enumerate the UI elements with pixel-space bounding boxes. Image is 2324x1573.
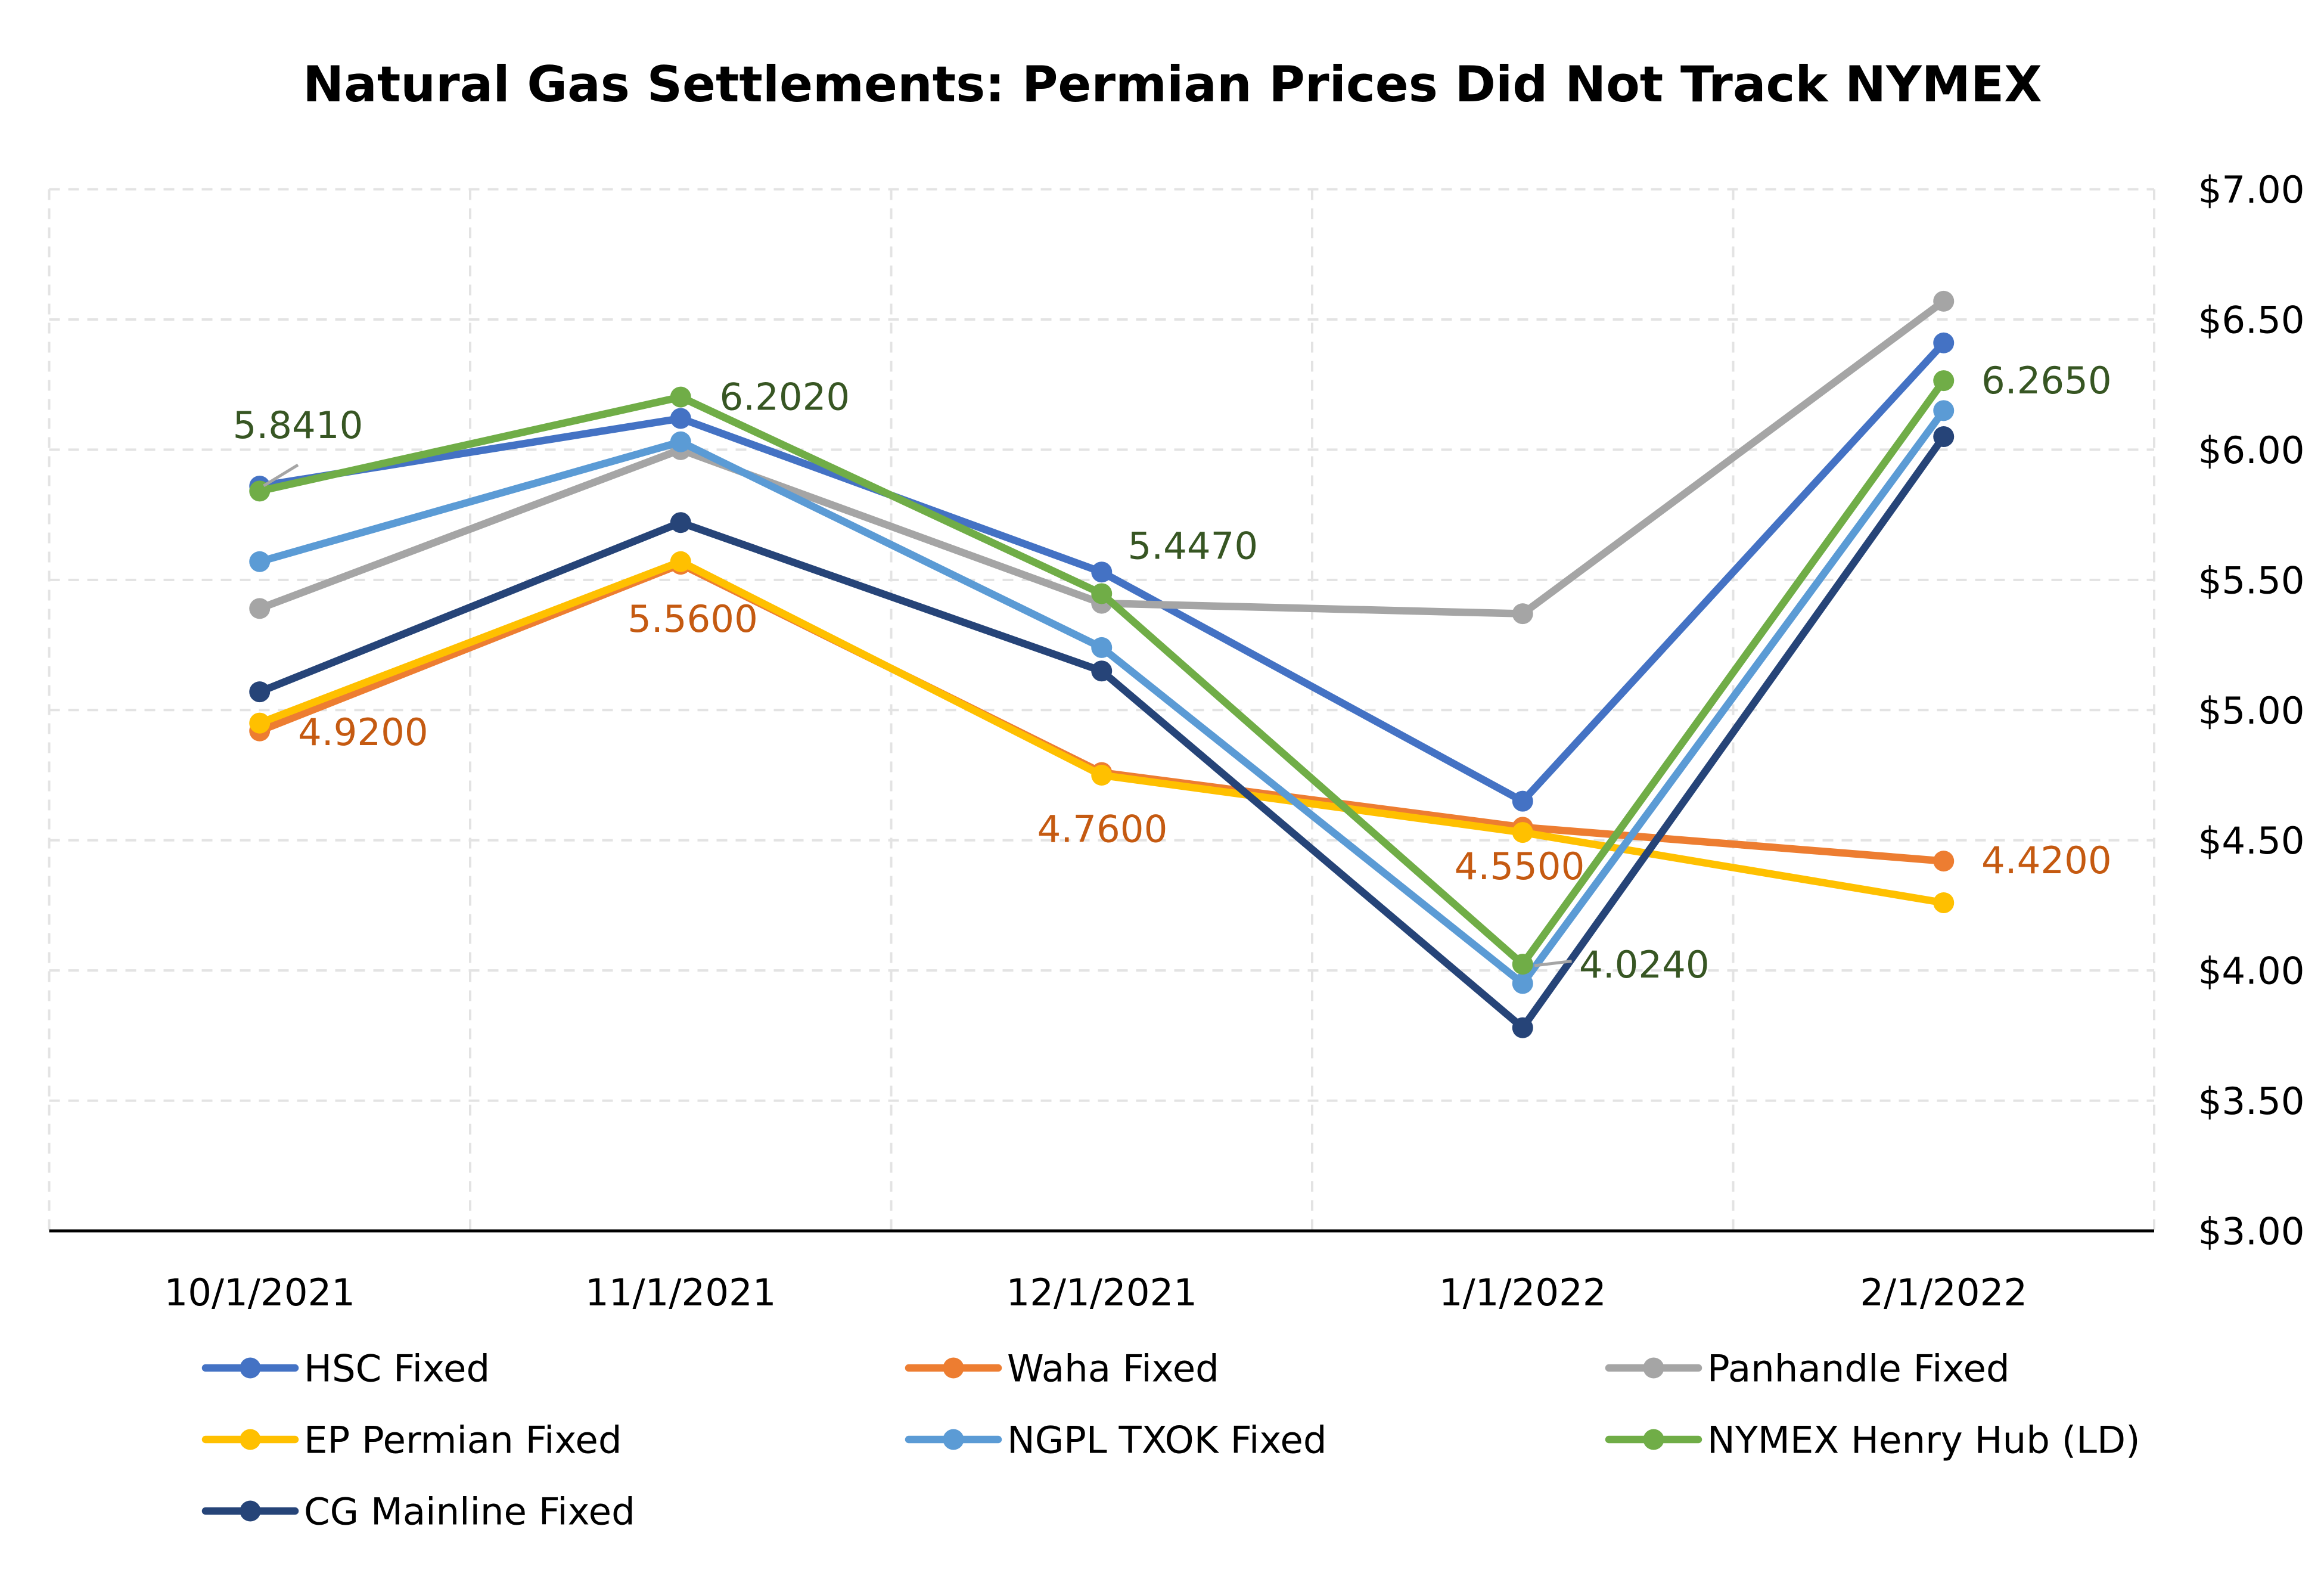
data-point (1512, 603, 1533, 625)
data-point (1933, 426, 1955, 448)
data-label: 4.0240 (1579, 943, 1710, 986)
y-tick-label: $4.00 (2198, 950, 2305, 993)
x-tick-label: 12/1/2021 (1006, 1271, 1197, 1314)
data-point (249, 598, 271, 619)
y-tick-label: $6.50 (2198, 298, 2305, 342)
y-tick-label: $4.50 (2198, 819, 2305, 862)
legend-item: Waha Fixed (905, 1347, 1219, 1391)
data-point (1091, 660, 1113, 682)
data-label: 5.4470 (1128, 525, 1259, 568)
legend-swatch-marker (240, 1357, 261, 1379)
data-point (670, 386, 691, 408)
data-point (1933, 851, 1955, 872)
data-label: 4.9200 (298, 711, 428, 754)
legend-label: NGPL TXOK Fixed (1007, 1419, 1327, 1462)
legend-swatch-marker (943, 1357, 964, 1379)
data-point (1512, 1017, 1533, 1038)
chart-title: Natural Gas Settlements: Permian Prices … (303, 56, 2042, 113)
data-point (1933, 370, 1955, 392)
data-label: 4.7600 (1037, 808, 1168, 851)
data-point (1512, 822, 1533, 843)
legend-swatch-marker (1643, 1429, 1664, 1450)
data-point (249, 712, 271, 734)
legend-swatch-marker (240, 1429, 261, 1450)
x-tick-label: 1/1/2022 (1439, 1271, 1607, 1314)
data-point (249, 551, 271, 572)
series-group (249, 426, 1955, 1038)
data-point (1091, 637, 1113, 658)
y-tick-label: $5.00 (2198, 689, 2305, 733)
legend-label: EP Permian Fixed (304, 1419, 622, 1462)
data-label: 6.2020 (720, 376, 850, 419)
x-tick-label: 11/1/2021 (585, 1271, 776, 1314)
data-point (670, 512, 691, 533)
legend-swatch-marker (943, 1429, 964, 1450)
series-group (249, 400, 1955, 994)
y-tick-label: $3.50 (2198, 1079, 2305, 1123)
leader-line (263, 463, 299, 488)
legend-label: Panhandle Fixed (1707, 1347, 2010, 1391)
legend-item: Panhandle Fixed (1605, 1347, 2010, 1391)
series-group (249, 370, 1955, 975)
legend-label: HSC Fixed (304, 1347, 490, 1391)
data-label: 6.2650 (1981, 359, 2112, 402)
data-point (1512, 954, 1533, 975)
series-group (249, 551, 1955, 914)
data-point (1933, 332, 1955, 353)
data-point (1933, 892, 1955, 914)
y-tick-label: $5.50 (2198, 559, 2305, 602)
legend-label: CG Mainline Fixed (304, 1490, 635, 1534)
data-point (670, 551, 691, 572)
data-point (1512, 790, 1533, 812)
data-label: 4.5500 (1455, 845, 1585, 888)
data-label: 5.5600 (627, 597, 758, 641)
data-point (249, 681, 271, 703)
leader-line (1534, 960, 1572, 967)
data-label: 4.4200 (1981, 839, 2112, 882)
legend-label: Waha Fixed (1007, 1347, 1219, 1391)
y-tick-label: $6.00 (2198, 429, 2305, 472)
data-point (1933, 290, 1955, 312)
data-point (1512, 973, 1533, 994)
legend-item: NGPL TXOK Fixed (905, 1419, 1327, 1462)
y-tick-label: $7.00 (2198, 168, 2305, 212)
legend-item: HSC Fixed (201, 1347, 490, 1391)
data-point (1933, 400, 1955, 421)
legend-item: EP Permian Fixed (201, 1419, 622, 1462)
legend-swatch-marker (240, 1500, 261, 1522)
y-tick-label: $3.00 (2198, 1210, 2305, 1254)
data-point (1091, 764, 1113, 786)
data-point (1091, 561, 1113, 583)
x-tick-label: 10/1/2021 (164, 1271, 355, 1314)
legend-item: NYMEX Henry Hub (LD) (1605, 1419, 2140, 1462)
legend-label: NYMEX Henry Hub (LD) (1707, 1419, 2140, 1462)
data-label: 5.8410 (233, 404, 363, 447)
data-point (670, 431, 691, 452)
series-line (256, 407, 1948, 988)
legend-item: CG Mainline Fixed (201, 1490, 635, 1534)
legend-swatch-marker (1643, 1357, 1664, 1379)
data-point (670, 408, 691, 429)
x-tick-label: 2/1/2022 (1860, 1271, 2027, 1314)
data-point (1091, 583, 1113, 604)
